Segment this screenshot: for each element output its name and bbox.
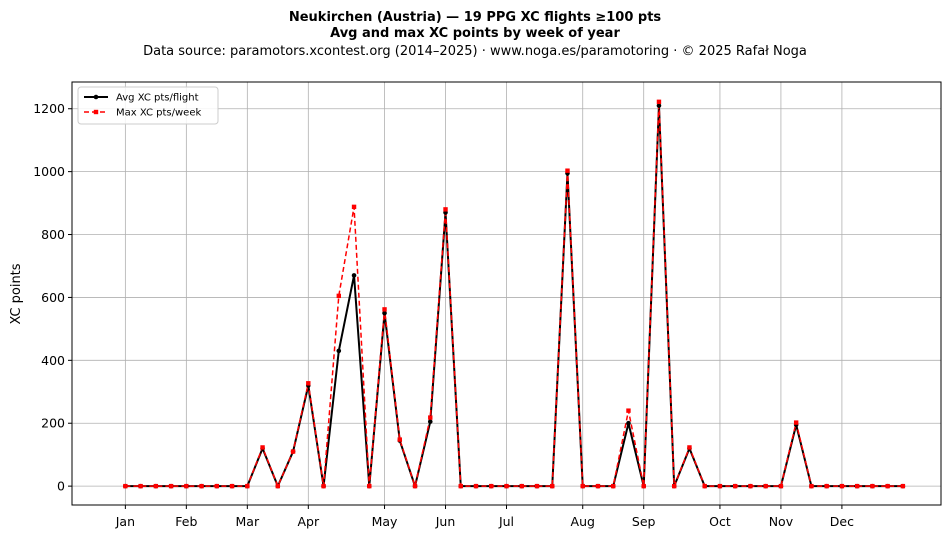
data-point-max bbox=[839, 483, 845, 489]
data-point-max bbox=[778, 483, 784, 489]
x-tick-label-jan: Jan bbox=[115, 514, 135, 529]
data-point-max bbox=[168, 483, 174, 489]
data-point-avg bbox=[336, 348, 342, 354]
data-point-max bbox=[595, 483, 601, 489]
data-point-max bbox=[229, 483, 235, 489]
y-tick-label: 1000 bbox=[33, 164, 65, 179]
y-axis-label: XC points bbox=[9, 263, 24, 324]
data-point-max bbox=[763, 483, 768, 489]
y-tick-label: 0 bbox=[57, 479, 65, 494]
data-point-avg bbox=[656, 103, 662, 108]
chart-subtitle: Data source: paramotors.xcontest.org (20… bbox=[143, 44, 807, 59]
data-point-max bbox=[854, 483, 860, 489]
x-tick-label-jun: Jun bbox=[435, 514, 456, 529]
data-point-max bbox=[123, 483, 128, 489]
data-point-max bbox=[245, 483, 250, 489]
legend-box bbox=[77, 86, 219, 125]
x-tick-label-dec: Dec bbox=[830, 514, 854, 529]
legend-label-max: Max XC pts/week bbox=[116, 108, 201, 119]
data-point-max bbox=[412, 483, 418, 489]
data-point-max bbox=[793, 420, 799, 425]
legend-label-avg: Avg XC pts/flight bbox=[116, 93, 199, 104]
x-tick-label-may: May bbox=[372, 514, 398, 529]
legend-marker-max bbox=[93, 109, 99, 115]
chart-title-line2: Avg and max XC points by week of year bbox=[330, 26, 620, 41]
y-tick-label: 600 bbox=[41, 290, 65, 305]
data-point-max bbox=[611, 483, 616, 489]
y-tick-label: 1200 bbox=[33, 101, 65, 116]
legend-marker-avg bbox=[93, 94, 99, 100]
data-point-max bbox=[748, 483, 753, 489]
data-point-max bbox=[702, 483, 707, 489]
y-tick-label: 800 bbox=[41, 227, 65, 242]
data-point-max bbox=[870, 483, 875, 489]
chart-title-line1: Neukirchen (Austria) — 19 PPG XC flights… bbox=[289, 10, 662, 25]
data-point-max bbox=[809, 483, 814, 489]
data-point-max bbox=[534, 483, 540, 489]
data-point-max bbox=[199, 483, 204, 489]
data-point-max bbox=[138, 483, 143, 489]
data-point-max bbox=[428, 415, 433, 420]
data-point-max bbox=[565, 168, 570, 173]
data-point-max bbox=[321, 483, 326, 489]
data-point-max bbox=[397, 437, 402, 442]
series-lines bbox=[123, 99, 906, 489]
x-tick-label-sep: Sep bbox=[632, 514, 656, 529]
y-axis-ticks: 0 200 400 600 800 1000 1200 bbox=[33, 101, 72, 494]
data-point-avg bbox=[427, 419, 433, 424]
x-axis-ticks: Jan Feb Mar Apr May Jun Jul Aug Sep Oct Nov Dec bbox=[115, 505, 854, 529]
data-point-max bbox=[306, 381, 311, 386]
data-point-max bbox=[885, 483, 890, 489]
data-point-max bbox=[184, 483, 189, 489]
data-point-max bbox=[382, 307, 387, 312]
x-tick-label-oct: Oct bbox=[709, 514, 731, 529]
x-tick-label-jul: Jul bbox=[498, 514, 514, 529]
data-point-max bbox=[260, 445, 265, 450]
data-point-max bbox=[504, 483, 509, 489]
data-point-avg bbox=[351, 273, 357, 278]
data-point-max bbox=[336, 293, 341, 299]
data-point-max bbox=[275, 483, 281, 489]
data-point-max bbox=[489, 483, 494, 489]
data-point-max bbox=[626, 408, 631, 413]
plot-area-frame bbox=[71, 81, 942, 506]
x-tick-label-apr: Apr bbox=[297, 514, 319, 529]
data-point-max bbox=[550, 483, 555, 489]
data-point-max bbox=[367, 483, 372, 489]
x-tick-label-feb: Feb bbox=[175, 514, 197, 529]
legend: Avg XC pts/flight Max XC pts/week bbox=[77, 86, 219, 125]
series-line-avg bbox=[125, 104, 903, 488]
data-point-max bbox=[732, 483, 738, 489]
x-tick-label-aug: Aug bbox=[571, 514, 595, 529]
x-tick-label-mar: Mar bbox=[236, 514, 260, 529]
data-point-max bbox=[153, 483, 159, 489]
data-point-max bbox=[641, 483, 646, 489]
data-point-max bbox=[458, 483, 463, 489]
data-point-max bbox=[672, 483, 677, 489]
data-point-max bbox=[824, 483, 829, 489]
data-point-max bbox=[519, 483, 524, 489]
y-tick-label: 400 bbox=[41, 353, 65, 368]
series-line-max bbox=[125, 101, 903, 487]
data-point-max bbox=[473, 483, 479, 489]
data-point-max bbox=[900, 483, 906, 489]
x-tick-label-nov: Nov bbox=[769, 514, 794, 529]
data-point-avg bbox=[626, 420, 631, 426]
data-point-avg bbox=[382, 310, 387, 316]
data-point-max bbox=[443, 207, 448, 212]
data-point-max bbox=[687, 445, 692, 450]
data-point-max bbox=[580, 483, 585, 489]
y-tick-label: 200 bbox=[41, 416, 65, 431]
data-point-max bbox=[351, 204, 357, 210]
data-point-max bbox=[214, 483, 220, 489]
data-point-max bbox=[290, 449, 296, 454]
data-point-max bbox=[656, 99, 662, 105]
data-point-max bbox=[717, 483, 723, 489]
grid bbox=[72, 82, 941, 505]
